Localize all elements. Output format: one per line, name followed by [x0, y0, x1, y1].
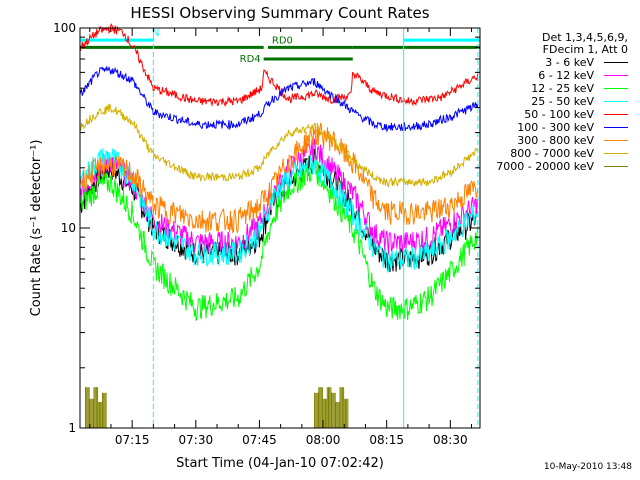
x-axis-label: Start Time (04-Jan-10 07:02:42): [176, 456, 384, 471]
annotation-label: N: [152, 28, 159, 39]
legend-swatch: [604, 166, 628, 167]
series-100-300-kev: [79, 65, 479, 133]
series-line: [79, 160, 479, 322]
x-tick-label: 07:15: [115, 433, 150, 447]
legend-swatch: [604, 127, 628, 128]
y-tick-label: 1: [68, 421, 76, 435]
series-line: [79, 103, 478, 188]
legend-item-12-25-kev: 12 - 25 keV: [484, 82, 634, 95]
annotation-label: RD0: [272, 35, 293, 46]
legend-item-3-6-kev: 3 - 6 keV: [484, 56, 634, 69]
legend-swatch: [604, 62, 628, 63]
legend-label: 12 - 25 keV: [531, 82, 594, 95]
series-line: [79, 147, 479, 273]
legend-label: 100 - 300 keV: [517, 121, 594, 134]
legend-swatch: [604, 140, 628, 141]
legend-swatch: [604, 153, 628, 154]
legend-label: 7000 - 20000 keV: [496, 160, 594, 173]
legend-swatch: [604, 101, 628, 102]
legend-item-800-7000-kev: 800 - 7000 keV: [484, 147, 634, 160]
legend-item-50-100-kev: 50 - 100 keV: [484, 108, 634, 121]
annotation-layer: N RD4 RD0: [80, 28, 480, 65]
y-tick-label: 10: [61, 221, 76, 235]
x-tick-label: 07:30: [179, 433, 214, 447]
legend-label: 3 - 6 keV: [545, 56, 594, 69]
x-tick-label: 08:15: [369, 433, 404, 447]
series-line: [79, 23, 479, 108]
x-tick-label: 08:30: [433, 433, 468, 447]
legend-label: 6 - 12 keV: [538, 69, 594, 82]
series-300-800-kev: [79, 122, 479, 234]
series-12-25-kev: [79, 160, 479, 322]
series-line: [79, 122, 479, 234]
plot-frame: [79, 27, 481, 429]
series-7000-20000-kev: [85, 387, 349, 428]
legend-item-6-12-kev: 6 - 12 keV: [484, 69, 634, 82]
legend-swatch: [604, 75, 628, 76]
x-tick-label: 07:45: [242, 433, 277, 447]
series-line: [79, 65, 479, 133]
legend-header-line-1: Det 1,3,4,5,6,9,: [541, 31, 628, 44]
legend-item-25-50-kev: 25 - 50 keV: [484, 95, 634, 108]
legend-label: 800 - 7000 keV: [510, 147, 594, 160]
series-800-7000-kev: [79, 103, 478, 188]
legend-header-line-2: FDecim 1, Att 0: [542, 43, 628, 56]
legend-item-300-800-kev: 300 - 800 keV: [484, 134, 634, 147]
series-50-100-kev: [79, 23, 479, 108]
axis-layer: 07:15 07:30 07:45 08:00 08:15 08:30 1 10 100: [53, 21, 480, 447]
legend-rows: 3 - 6 keV 6 - 12 keV 12 - 25 keV 25 - 50 ke…: [484, 56, 634, 173]
legend-label: 300 - 800 keV: [517, 134, 594, 147]
x-tick-label: 08:00: [306, 433, 341, 447]
chart-title: HESSI Observing Summary Count Rates: [130, 4, 429, 22]
legend-label: 25 - 50 keV: [531, 95, 594, 108]
series-layer: [79, 23, 479, 428]
legend-item-7000-20000-kev: 7000 - 20000 keV: [484, 160, 634, 173]
legend-swatch: [604, 88, 628, 89]
timestamp: 10-May-2010 13:48: [543, 462, 632, 472]
legend-item-100-300-kev: 100 - 300 keV: [484, 121, 634, 134]
legend-label: 50 - 100 keV: [524, 108, 594, 121]
y-tick-label: 100: [53, 21, 76, 35]
series-25-50-kev: [79, 147, 479, 273]
annotation-label: RD4: [240, 54, 261, 65]
legend: Det 1,3,4,5,6,9, FDecim 1, Att 0 3 - 6 k…: [484, 32, 634, 173]
legend-swatch: [604, 114, 628, 115]
y-axis-label: Count Rate (s⁻¹ detector⁻¹): [29, 140, 44, 317]
